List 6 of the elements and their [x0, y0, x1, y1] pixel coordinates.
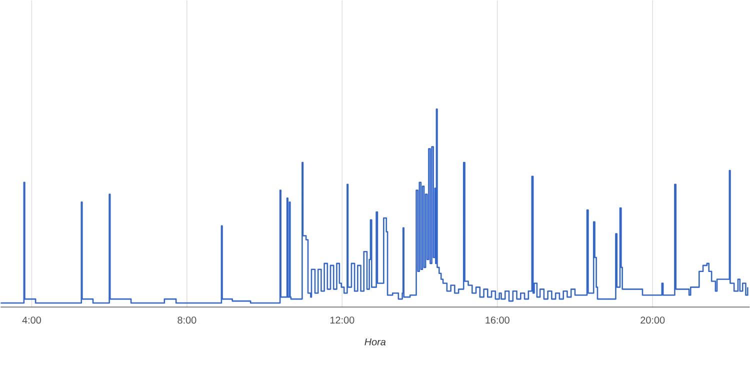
x-axis-title: Hora [364, 338, 386, 346]
x-tick-label: 8:00 [178, 316, 196, 324]
x-tick-label: 4:00 [22, 316, 41, 324]
x-tick-label: 16:00 [486, 316, 510, 324]
x-tick-label: 20:00 [640, 316, 665, 324]
x-tick-label: 12:00 [330, 316, 354, 324]
